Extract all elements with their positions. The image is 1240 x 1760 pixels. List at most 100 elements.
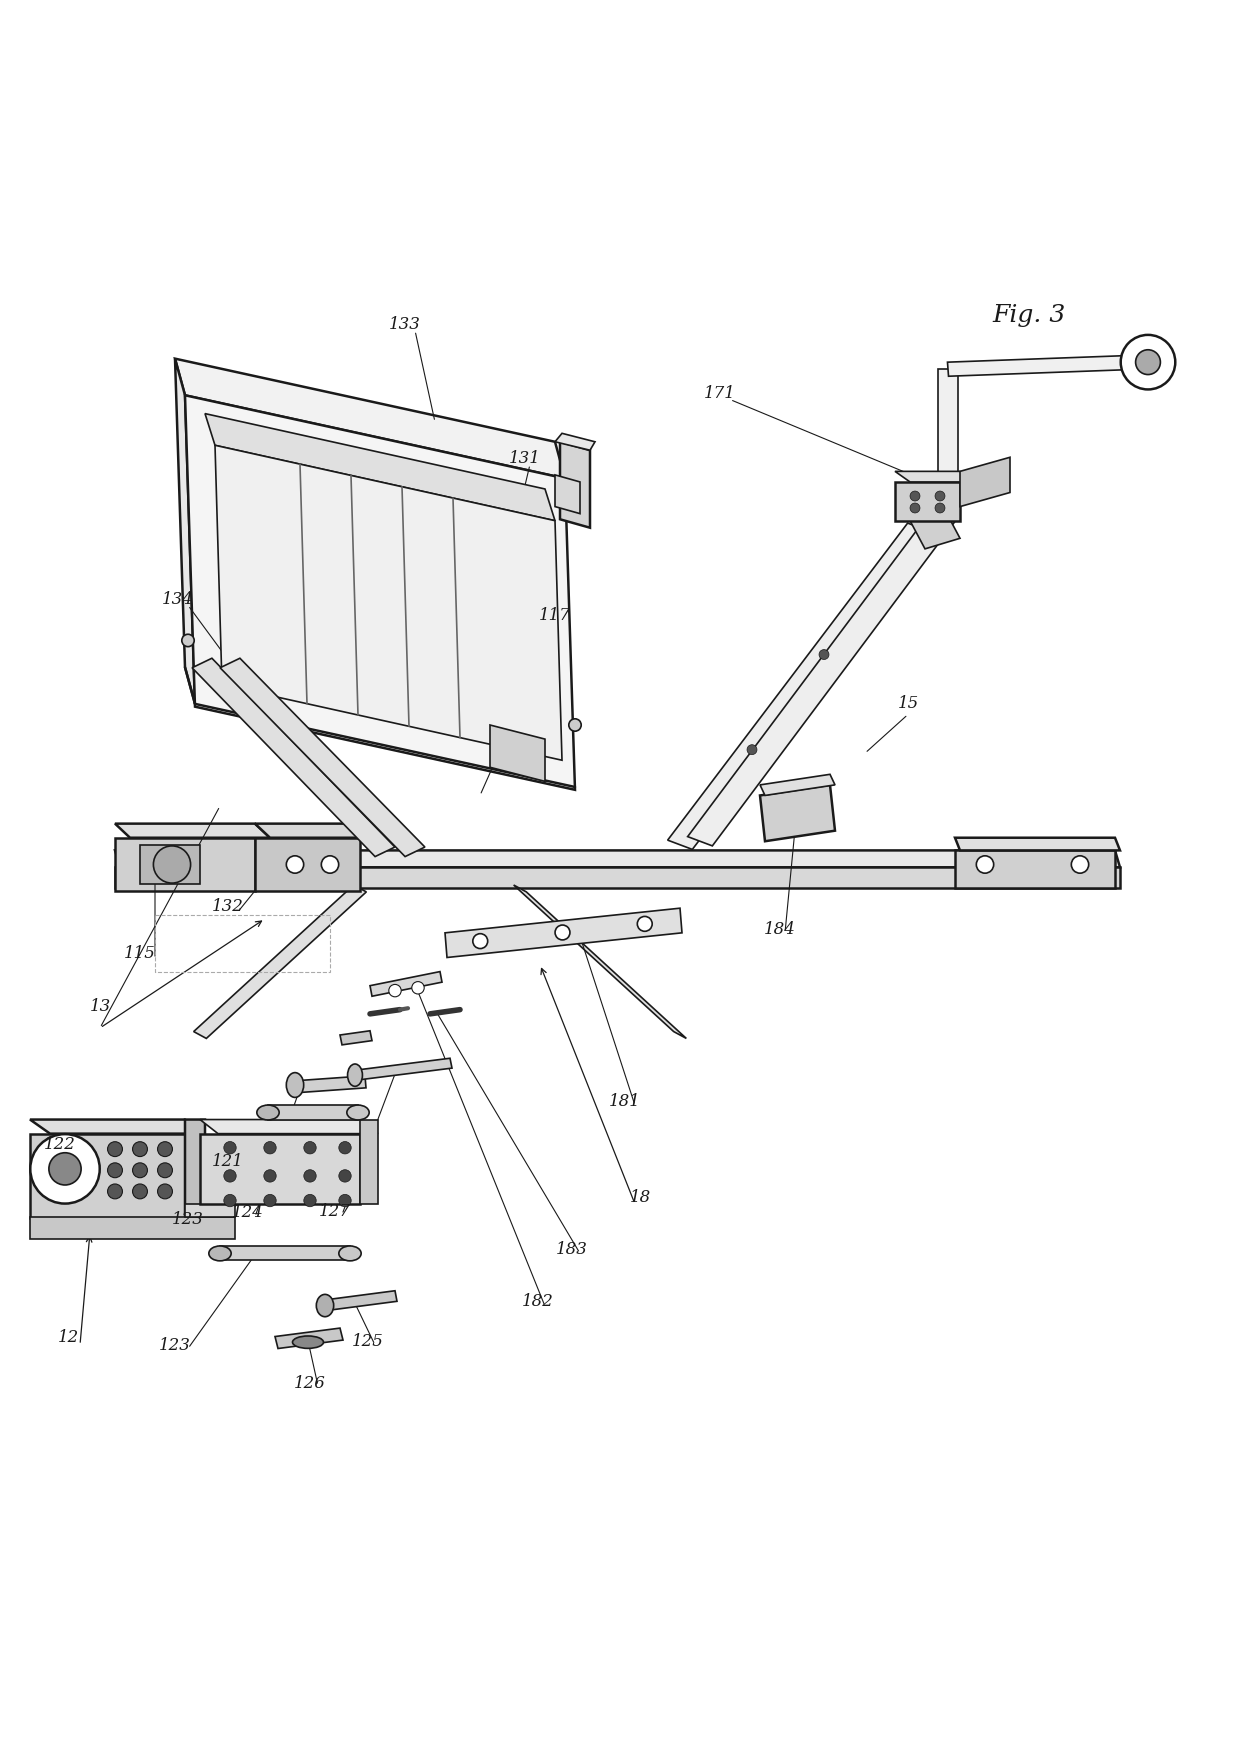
Polygon shape xyxy=(219,1246,350,1260)
Circle shape xyxy=(746,744,756,755)
Circle shape xyxy=(637,917,652,931)
Polygon shape xyxy=(340,1031,372,1045)
Ellipse shape xyxy=(293,1336,324,1348)
Polygon shape xyxy=(175,359,195,704)
Circle shape xyxy=(321,855,339,873)
Polygon shape xyxy=(200,1133,360,1204)
Polygon shape xyxy=(370,972,441,996)
Circle shape xyxy=(472,933,487,949)
Polygon shape xyxy=(955,838,1120,850)
Circle shape xyxy=(412,982,424,994)
Circle shape xyxy=(1121,334,1176,389)
Polygon shape xyxy=(193,885,366,1038)
Polygon shape xyxy=(255,824,374,838)
Ellipse shape xyxy=(286,1072,304,1098)
Polygon shape xyxy=(205,414,556,521)
Polygon shape xyxy=(140,845,200,884)
Polygon shape xyxy=(960,458,1011,507)
Polygon shape xyxy=(688,509,957,847)
Circle shape xyxy=(304,1142,316,1155)
Polygon shape xyxy=(325,1290,397,1311)
Polygon shape xyxy=(560,442,590,528)
Circle shape xyxy=(976,855,993,873)
Text: Fig. 3: Fig. 3 xyxy=(992,304,1066,327)
Text: 122: 122 xyxy=(45,1135,76,1153)
Circle shape xyxy=(133,1163,148,1177)
Text: 171: 171 xyxy=(704,385,735,403)
Circle shape xyxy=(133,1184,148,1199)
Circle shape xyxy=(339,1170,351,1183)
Circle shape xyxy=(108,1184,123,1199)
Polygon shape xyxy=(556,433,595,451)
Polygon shape xyxy=(937,370,959,510)
Ellipse shape xyxy=(316,1294,334,1316)
Text: 124: 124 xyxy=(232,1204,264,1221)
Polygon shape xyxy=(667,523,932,850)
Polygon shape xyxy=(200,1119,378,1133)
Text: 123: 123 xyxy=(159,1336,191,1353)
Polygon shape xyxy=(185,1204,236,1216)
Text: 123: 123 xyxy=(172,1211,203,1228)
Polygon shape xyxy=(115,850,1120,868)
Polygon shape xyxy=(175,359,565,479)
Circle shape xyxy=(157,1163,172,1177)
Circle shape xyxy=(935,491,945,502)
Circle shape xyxy=(264,1142,277,1155)
Polygon shape xyxy=(115,868,1120,889)
Text: 115: 115 xyxy=(124,945,156,963)
Polygon shape xyxy=(445,908,682,957)
Text: 133: 133 xyxy=(389,317,420,333)
Text: 183: 183 xyxy=(556,1241,588,1258)
Circle shape xyxy=(264,1195,277,1207)
Circle shape xyxy=(223,1170,236,1183)
Circle shape xyxy=(108,1142,123,1156)
Polygon shape xyxy=(760,774,835,796)
Polygon shape xyxy=(275,1329,343,1348)
Circle shape xyxy=(133,1142,148,1156)
Ellipse shape xyxy=(208,1246,231,1260)
Polygon shape xyxy=(895,472,975,482)
Circle shape xyxy=(820,649,830,660)
Polygon shape xyxy=(255,838,360,891)
Ellipse shape xyxy=(347,1065,362,1086)
Text: 117: 117 xyxy=(539,607,570,625)
Polygon shape xyxy=(910,510,960,549)
Text: 15: 15 xyxy=(898,695,919,713)
Circle shape xyxy=(223,1142,236,1155)
Text: 13: 13 xyxy=(89,998,110,1016)
Polygon shape xyxy=(355,1058,453,1081)
Circle shape xyxy=(264,1170,277,1183)
Text: 134: 134 xyxy=(162,591,193,609)
Circle shape xyxy=(556,926,570,940)
Text: 132: 132 xyxy=(212,898,244,915)
Circle shape xyxy=(157,1142,172,1156)
Polygon shape xyxy=(295,1075,366,1093)
Circle shape xyxy=(910,503,920,512)
Polygon shape xyxy=(895,482,960,521)
Polygon shape xyxy=(115,824,270,838)
Circle shape xyxy=(157,1184,172,1199)
Polygon shape xyxy=(215,445,562,760)
Text: 121: 121 xyxy=(212,1153,244,1170)
Text: 127: 127 xyxy=(319,1202,351,1220)
Circle shape xyxy=(910,491,920,502)
Circle shape xyxy=(339,1142,351,1155)
Text: 131: 131 xyxy=(510,451,541,466)
Circle shape xyxy=(339,1195,351,1207)
Circle shape xyxy=(182,634,195,646)
Text: 182: 182 xyxy=(522,1294,554,1309)
Circle shape xyxy=(304,1170,316,1183)
Polygon shape xyxy=(268,1105,358,1119)
Circle shape xyxy=(286,855,304,873)
Ellipse shape xyxy=(347,1105,370,1119)
Polygon shape xyxy=(30,1216,236,1239)
Circle shape xyxy=(1136,350,1161,375)
Text: 181: 181 xyxy=(609,1093,641,1111)
Polygon shape xyxy=(947,356,1141,377)
Text: 18: 18 xyxy=(630,1188,651,1206)
Text: 125: 125 xyxy=(352,1332,384,1350)
Polygon shape xyxy=(219,658,425,857)
Polygon shape xyxy=(115,838,255,891)
Circle shape xyxy=(154,847,191,884)
Polygon shape xyxy=(30,1133,185,1218)
